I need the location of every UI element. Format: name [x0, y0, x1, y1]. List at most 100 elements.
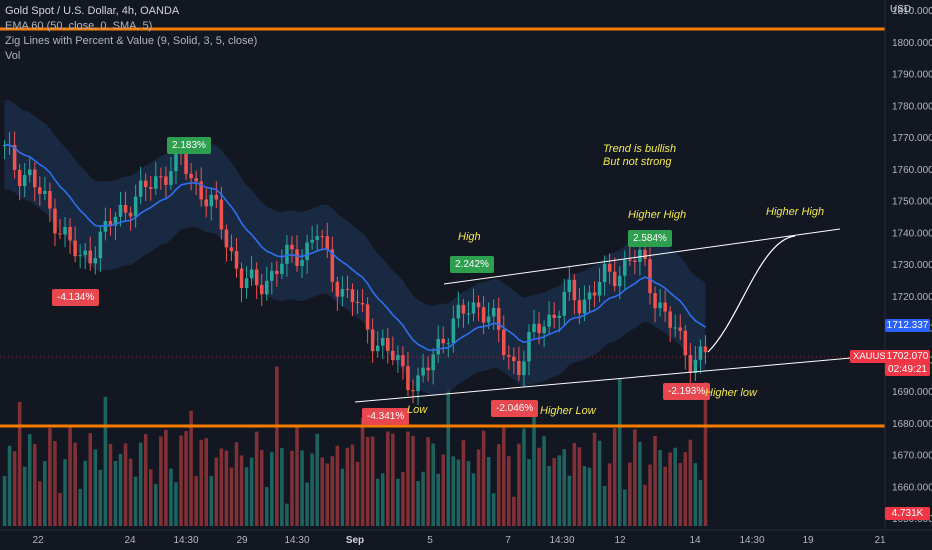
candle-body [300, 260, 304, 266]
volume-bar [431, 443, 435, 526]
candle-body [375, 345, 380, 352]
volume-bar [542, 436, 546, 526]
volume-bar [27, 434, 32, 526]
zigzag-legend[interactable]: Zig Lines with Percent & Value (9, Solid… [5, 35, 258, 47]
volume-bar [466, 461, 471, 526]
volume-bar [214, 457, 219, 526]
candle-body [194, 178, 198, 182]
ema-band [4, 100, 706, 395]
volume-bar [532, 416, 536, 526]
annotation-trend-1[interactable]: Trend is bullish [603, 143, 677, 155]
candle-body [209, 194, 214, 207]
time-tick-label: 29 [236, 535, 248, 546]
candle-body [557, 315, 562, 318]
lower-trendline [354, 354, 886, 403]
candle-body [38, 187, 42, 194]
volume-bar [496, 444, 501, 526]
candle-body [431, 354, 435, 371]
candle-body [285, 244, 289, 264]
candle-body [688, 355, 693, 373]
candle-body [108, 221, 113, 226]
volume-bar [355, 461, 360, 526]
volume-bar [98, 469, 103, 526]
volume-bar [597, 440, 602, 526]
time-tick-label: 21 [874, 535, 886, 546]
zigzag-label: -4.134% [52, 289, 100, 306]
candle-body [204, 199, 209, 207]
candle-body [658, 302, 662, 309]
candle-body [486, 316, 491, 323]
annotation-higher-high-projection[interactable]: Higher High [766, 206, 825, 218]
last-price-tag: 1702.070 [885, 350, 930, 363]
annotation-higher-low[interactable]: Higher Low [540, 405, 596, 417]
candle-body [78, 255, 82, 257]
price-tick-label: 1670.000 [892, 451, 932, 462]
price-tick-label: 1750.000 [892, 197, 932, 208]
candle-body [199, 181, 203, 200]
candle-body [633, 260, 637, 262]
annotation-higher-low-2[interactable]: Higher low [705, 387, 757, 399]
candle-body [517, 361, 521, 376]
candle-body [698, 346, 703, 360]
candle-body [83, 250, 87, 256]
ema-legend[interactable]: EMA 60 (50, close, 0, SMA, 5) [5, 20, 153, 32]
candle-body [219, 199, 224, 230]
candle-body [522, 361, 526, 376]
vol-legend[interactable]: Vol [5, 50, 21, 62]
candle-body [638, 249, 642, 262]
candle-body [436, 338, 440, 355]
projection-curve [707, 235, 796, 353]
volume-bar [628, 462, 632, 526]
volume-bar [7, 445, 12, 526]
ema-price-tag: 1712.337 [885, 319, 930, 332]
candle-body [461, 304, 466, 314]
volume-bar [607, 463, 612, 526]
annotation-higher-high[interactable]: Higher High [628, 209, 687, 221]
volume-bar [295, 427, 299, 526]
volume-bar [83, 460, 87, 526]
candle-body [507, 355, 511, 357]
volume-bar [234, 442, 239, 526]
annotation-high[interactable]: High [458, 231, 481, 243]
zigzag-label: -2.193% [663, 383, 711, 400]
candle-body [562, 291, 567, 316]
candle-body [577, 300, 582, 314]
time-tick-label: 14 [689, 535, 701, 546]
annotation-trend-2[interactable]: But not strong [603, 156, 672, 168]
volume-bar [602, 485, 607, 526]
volume-bar [517, 443, 521, 526]
candle-body [315, 236, 319, 240]
volume-bar [204, 438, 209, 526]
volume-bar [138, 442, 143, 526]
volume-bar [300, 450, 304, 526]
annotation-low[interactable]: Low [407, 404, 428, 416]
candle-body [229, 247, 234, 252]
price-tick-label: 1720.000 [892, 292, 932, 303]
volume-bar [103, 396, 108, 526]
candle-body [68, 226, 72, 241]
volume-bar [567, 475, 572, 526]
candle-body [118, 204, 123, 217]
volume-bar [325, 463, 330, 526]
volume-bar [285, 503, 289, 526]
volume-bar [577, 447, 582, 526]
volume-bar [63, 459, 67, 526]
drawing-lines[interactable] [0, 27, 886, 428]
volume-bar [698, 479, 703, 526]
candle-body [668, 311, 672, 328]
candle-body [280, 263, 284, 274]
candle-body [386, 337, 390, 351]
candle-body [335, 281, 340, 297]
price-tick-label: 1760.000 [892, 165, 932, 176]
candle-body [270, 270, 274, 281]
candle-body [542, 326, 546, 334]
symbol-title[interactable]: Gold Spot / U.S. Dollar, 4h, OANDA [5, 5, 180, 17]
time-tick-label: 14:30 [284, 535, 309, 546]
candle-body [295, 249, 299, 266]
volume-bar [345, 447, 350, 526]
volume-bar [370, 436, 375, 526]
volume-bar [224, 450, 229, 526]
candle-body [17, 169, 22, 187]
